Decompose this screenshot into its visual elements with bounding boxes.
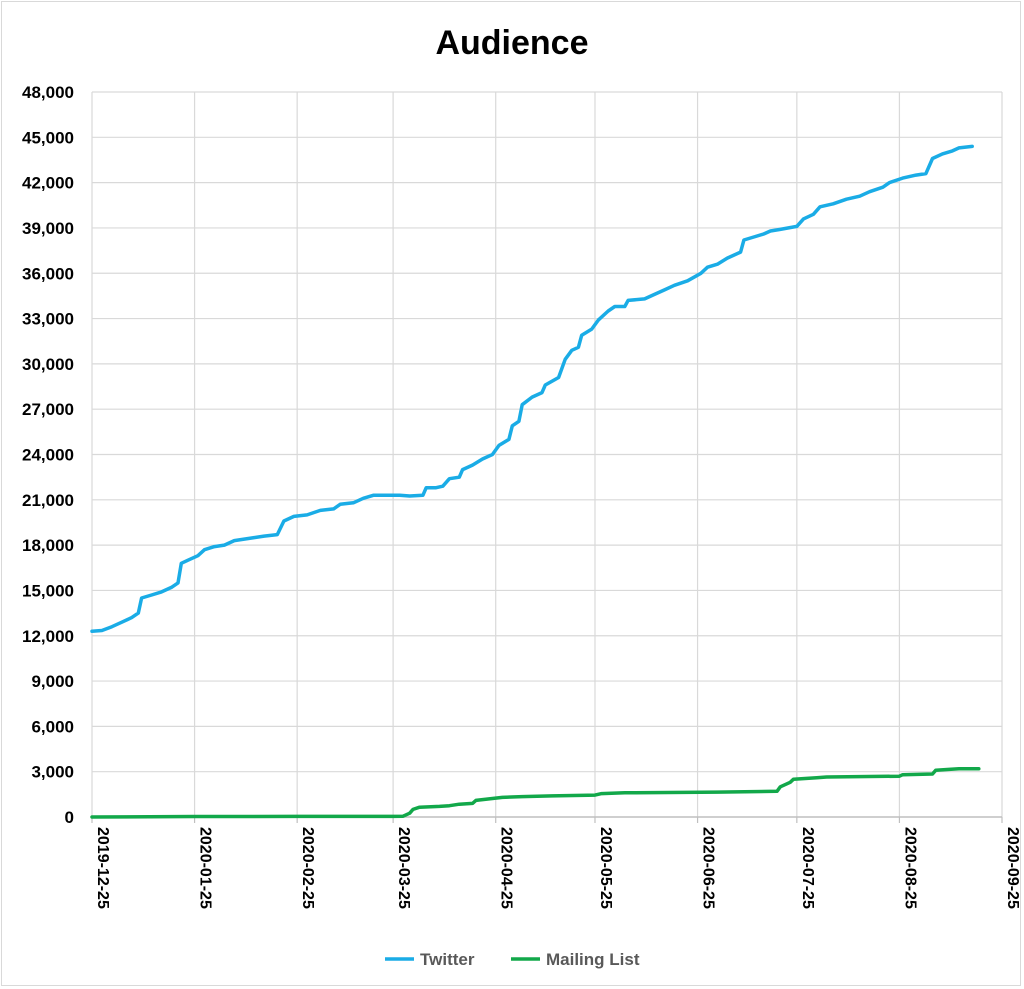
y-tick-label: 18,000	[22, 536, 74, 555]
x-tick-label: 2020-03-25	[395, 827, 412, 909]
y-tick-label: 30,000	[22, 355, 74, 374]
x-tick-label: 2020-07-25	[799, 827, 816, 909]
x-tick-label: 2020-06-25	[700, 827, 717, 909]
x-axis-tick-labels: 2019-12-25 2020-01-25 2020-02-25 2020-03-25…	[94, 827, 1021, 909]
legend-label-mailing-list: Mailing List	[546, 950, 640, 969]
y-tick-label: 48,000	[22, 83, 74, 102]
x-tick-label: 2019-12-25	[94, 827, 111, 909]
legend: Twitter Mailing List	[385, 950, 640, 969]
y-tick-label: 33,000	[22, 310, 74, 329]
y-tick-label: 21,000	[22, 491, 74, 510]
series-lines	[90, 144, 981, 819]
y-tick-label: 6,000	[31, 717, 74, 736]
legend-label-twitter: Twitter	[420, 950, 475, 969]
x-tick-label: 2020-09-25	[1004, 827, 1021, 909]
x-tick-label: 2020-02-25	[299, 827, 316, 909]
y-tick-label: 39,000	[22, 219, 74, 238]
y-axis-tick-labels: 0 3,000 6,000 9,000 12,000 15,000 18,000 21,000…	[22, 83, 74, 827]
y-tick-label: 15,000	[22, 581, 74, 600]
x-tick-label: 2020-01-25	[197, 827, 214, 909]
y-tick-label: 12,000	[22, 627, 74, 646]
x-tick-label: 2020-08-25	[901, 827, 918, 909]
y-tick-label: 36,000	[22, 264, 74, 283]
chart-title: Audience	[435, 24, 588, 62]
y-tick-label: 45,000	[22, 128, 74, 147]
y-tick-label: 27,000	[22, 400, 74, 419]
y-tick-label: 24,000	[22, 446, 74, 465]
y-tick-label: 9,000	[31, 672, 74, 691]
series-line-mailing-list	[90, 766, 981, 819]
series-line-twitter	[90, 144, 974, 633]
y-tick-label: 0	[65, 808, 74, 827]
y-tick-label: 3,000	[31, 763, 74, 782]
x-tick-label: 2020-05-25	[597, 827, 614, 909]
y-tick-label: 42,000	[22, 174, 74, 193]
grid-lines	[91, 91, 1003, 823]
x-tick-label: 2020-04-25	[498, 827, 515, 909]
